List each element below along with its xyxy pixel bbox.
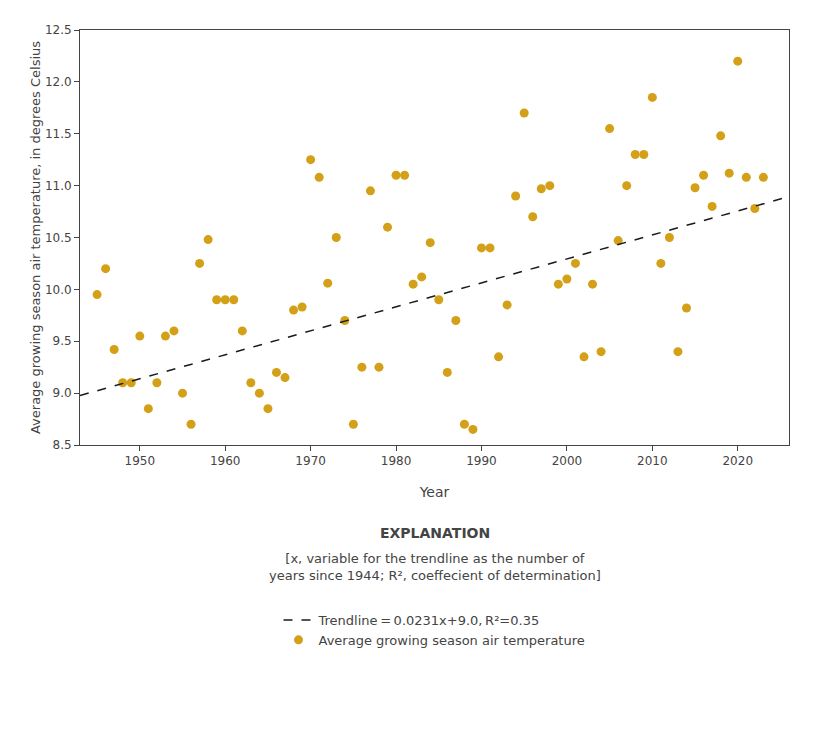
svg-text:11.5: 11.5 bbox=[45, 127, 72, 141]
svg-text:Year: Year bbox=[419, 484, 450, 500]
svg-text:Trendline = 0.0231x+9.0, R²=0.: Trendline = 0.0231x+9.0, R²=0.35 bbox=[318, 613, 540, 628]
svg-text:1960: 1960 bbox=[210, 454, 241, 468]
svg-text:2010: 2010 bbox=[637, 454, 668, 468]
svg-text:8.5: 8.5 bbox=[53, 438, 72, 452]
svg-text:11.0: 11.0 bbox=[45, 179, 72, 193]
svg-text:10.5: 10.5 bbox=[45, 231, 72, 245]
svg-text:2000: 2000 bbox=[552, 454, 583, 468]
svg-text:1950: 1950 bbox=[125, 454, 156, 468]
svg-text:2020: 2020 bbox=[722, 454, 753, 468]
svg-text:9.0: 9.0 bbox=[53, 386, 72, 400]
svg-text:Average growing season air tem: Average growing season air temperature, … bbox=[28, 41, 43, 434]
svg-text:1970: 1970 bbox=[295, 454, 326, 468]
svg-text:12.0: 12.0 bbox=[45, 75, 72, 89]
svg-text:1990: 1990 bbox=[466, 454, 497, 468]
svg-text:Average growing season air tem: Average growing season air temperature bbox=[319, 633, 585, 648]
svg-text:10.0: 10.0 bbox=[45, 283, 72, 297]
svg-text:EXPLANATION: EXPLANATION bbox=[380, 525, 490, 541]
svg-text:[x, variable for the trendline: [x, variable for the trendline as the nu… bbox=[269, 551, 601, 583]
svg-text:12.5: 12.5 bbox=[45, 23, 72, 37]
svg-text:9.5: 9.5 bbox=[53, 334, 72, 348]
svg-text:1980: 1980 bbox=[381, 454, 412, 468]
